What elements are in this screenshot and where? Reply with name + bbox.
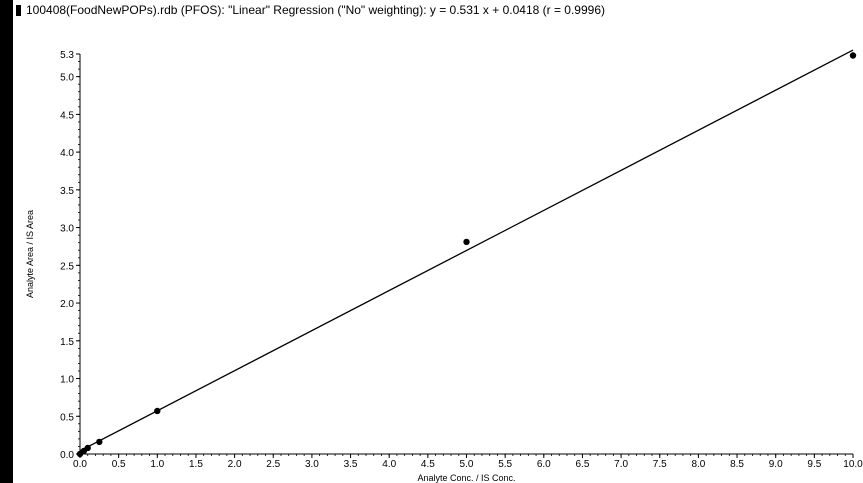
y-tick-label: 5.3 [60,50,74,61]
chart-panel: 100408(FoodNewPOPs).rdb (PFOS): "Linear"… [13,0,863,483]
x-tick-label: 10.0 [843,459,863,470]
x-tick-label: 2.0 [228,459,242,470]
y-axis-label: Analyte Area / IS Area [25,210,35,298]
y-tick-label: 3.5 [60,186,74,197]
y-tick-label: 0.0 [60,450,74,461]
x-tick-label: 7.5 [653,459,667,470]
y-tick-label: 0.5 [60,412,74,423]
y-tick-label: 5.0 [60,73,74,84]
x-tick-label: 3.5 [344,459,358,470]
y-tick-label: 1.5 [60,337,74,348]
x-axis-label: Analyte Conc. / IS Conc. [417,473,515,483]
x-tick-label: 9.5 [807,459,821,470]
x-tick-label: 6.0 [537,459,551,470]
x-tick-label: 5.5 [498,459,512,470]
data-points [76,52,857,458]
x-tick-label: 1.5 [189,459,203,470]
regression-line [79,49,854,452]
x-tick-label: 0.0 [73,459,87,470]
x-tick-label: 5.0 [460,459,474,470]
y-tick-label: 3.0 [60,224,74,235]
data-point [96,438,103,446]
y-tick-label: 2.0 [60,299,74,310]
data-point [463,238,470,246]
x-tick-label: 4.5 [421,459,435,470]
regression-line-group [79,49,854,452]
data-point [84,444,91,452]
window-left-border [0,0,13,483]
y-tick-label: 4.0 [60,148,74,159]
x-tick-label: 4.0 [382,459,396,470]
x-tick-label: 6.5 [575,459,589,470]
x-tick-label: 8.5 [730,459,744,470]
x-tick-label: 2.5 [266,459,280,470]
title-marker-icon [16,4,21,16]
y-tick-label: 2.5 [60,261,74,272]
chart-title-row: 100408(FoodNewPOPs).rdb (PFOS): "Linear"… [15,2,605,18]
x-tick-label: 0.5 [112,459,126,470]
data-point [154,407,161,415]
x-tick-label: 8.0 [691,459,705,470]
y-tick-label: 4.5 [60,110,74,121]
x-tick-label: 9.0 [769,459,783,470]
axes: 0.0 0.5 1.0 1.5 2.0 2.5 3.0 3.5 4.0 4.5 5.0 5.5 6.0 6… [60,50,863,470]
x-tick-label: 7.0 [614,459,628,470]
x-tick-label: 1.0 [150,459,164,470]
data-point [849,52,857,59]
y-tick-label: 1.0 [60,375,74,386]
x-tick-label: 3.0 [305,459,319,470]
chart-title: 100408(FoodNewPOPs).rdb (PFOS): "Linear"… [26,3,605,17]
